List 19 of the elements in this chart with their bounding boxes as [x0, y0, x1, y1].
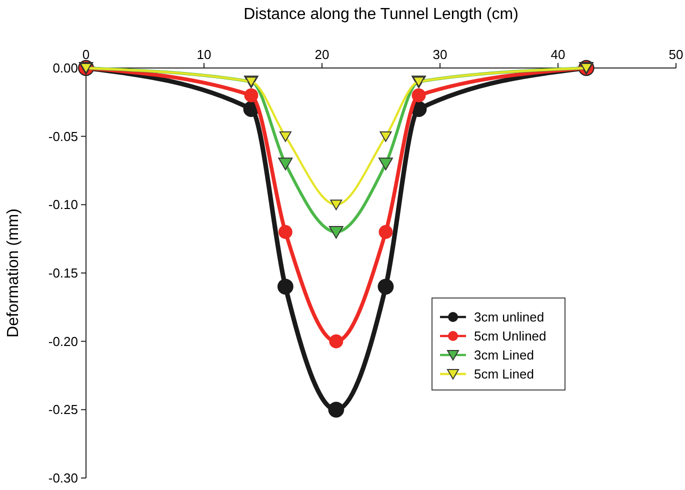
y-tick-label: 0.00	[52, 60, 78, 76]
y-tick-label: -0.15	[48, 266, 78, 280]
x-tick-label: 20	[314, 47, 330, 62]
legend-label: 3cm Lined	[474, 348, 534, 362]
y-tick-label: -0.30	[48, 470, 78, 486]
x-tick-label: 0	[82, 47, 90, 62]
x-tick-label: 50	[668, 47, 684, 62]
legend-label: 5cm Lined	[474, 366, 534, 382]
x-axis-title: Distance along the Tunnel Length (cm)	[244, 6, 518, 23]
y-tick-label: -0.10	[48, 197, 78, 212]
x-tick-label: 30	[432, 47, 448, 62]
y-tick-label: -0.20	[48, 334, 78, 349]
y-tick-label: -0.25	[48, 402, 78, 418]
y-axis-title: Deformation (mm)	[5, 208, 22, 338]
x-tick-label: 40	[550, 47, 566, 62]
legend-label: 5cm Unlined	[474, 328, 546, 344]
x-tick-label: 10	[196, 47, 212, 62]
y-tick-label: -0.05	[48, 128, 78, 144]
legend-label: 3cm unlined	[474, 310, 544, 324]
